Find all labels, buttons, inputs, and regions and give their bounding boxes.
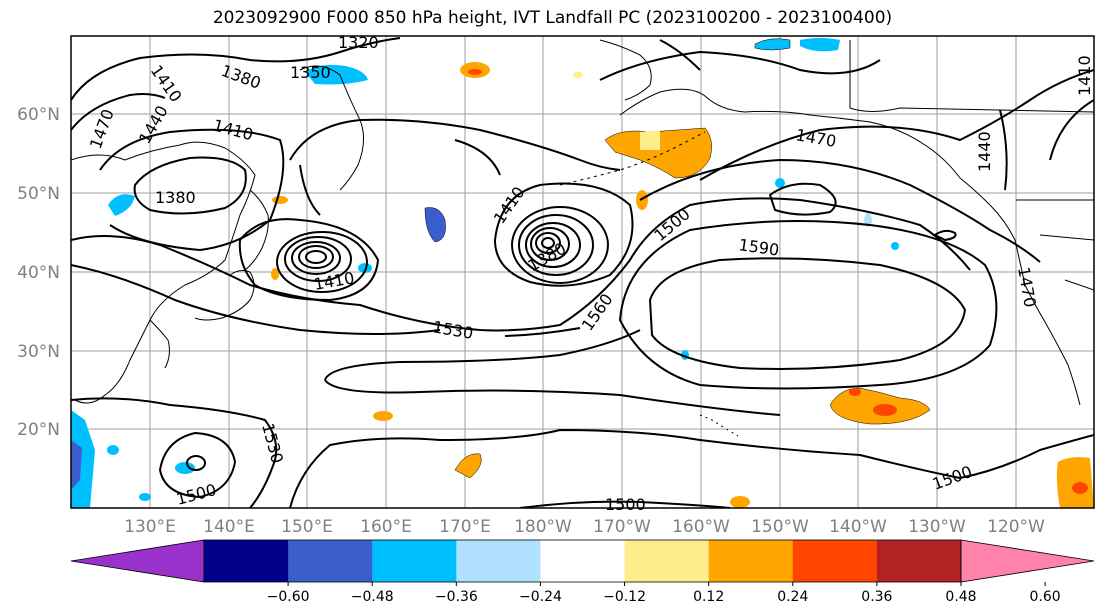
coastlines	[71, 39, 1094, 437]
colorbar-segment	[288, 540, 373, 582]
lon-label: 130°W	[908, 517, 966, 537]
lon-label: 150°E	[281, 517, 333, 537]
lon-label: 160°W	[672, 517, 730, 537]
colorbar-tick-label: −0.48	[351, 589, 394, 601]
lon-label: 160°E	[360, 517, 412, 537]
colorbar-tick-label: −0.12	[603, 589, 646, 601]
colorbar-tick-label: 0.60	[1030, 589, 1061, 601]
colorbar-tick-label: 0.36	[861, 589, 892, 601]
colorbar-outline	[203, 539, 962, 583]
lon-label: 150°W	[751, 517, 809, 537]
longitude-labels: 130°E 140°E 150°E 160°E 170°E 180°W 170°…	[124, 517, 1045, 537]
lon-label: 130°E	[124, 517, 176, 537]
colorbar-segment	[456, 540, 541, 582]
contour-label: 1320	[338, 33, 379, 52]
lon-label: 140°E	[203, 517, 255, 537]
lat-label: 60°N	[17, 105, 60, 125]
map-frame	[70, 35, 1095, 509]
contour-label: 1500	[605, 495, 646, 514]
colorbar-tick-label: 0.48	[945, 589, 976, 601]
colorbar-ticks: −0.60 −0.48 −0.36 −0.24 −0.12 0.12 0.24 0.36 0.4…	[267, 582, 1061, 601]
contour-label: 1380	[155, 188, 196, 207]
colorbar-segment	[204, 540, 289, 582]
graticule	[71, 36, 1094, 508]
latitude-labels: 60°N 50°N 40°N 30°N 20°N	[17, 105, 60, 440]
colorbar-segment	[372, 540, 457, 582]
colorbar-tick-label: −0.36	[435, 589, 478, 601]
lat-label: 40°N	[17, 263, 60, 283]
lon-label: 170°E	[439, 517, 491, 537]
colorbar-segment	[624, 540, 710, 582]
lon-label: 120°W	[987, 517, 1045, 537]
colorbar-segment	[540, 540, 626, 582]
colorbar-segment	[708, 540, 794, 582]
contour-label: 1410	[1075, 55, 1094, 96]
colorbar-tick-label: 0.24	[777, 589, 808, 601]
colorbar-tick-label: 0.12	[693, 589, 724, 601]
lat-label: 30°N	[17, 342, 60, 362]
lon-label: 170°W	[593, 517, 651, 537]
lat-label: 20°N	[17, 420, 60, 440]
contour-label: 1440	[975, 131, 994, 172]
colorbar-extend-high	[960, 539, 1095, 583]
ivt-shading	[71, 38, 1094, 508]
colorbar-tick-label: −0.24	[519, 589, 562, 601]
lon-label: 140°W	[829, 517, 887, 537]
colorbar-extend-low	[70, 539, 205, 583]
lon-label: 180°W	[514, 517, 572, 537]
map-title: 2023092900 F000 850 hPa height, IVT Land…	[212, 8, 893, 28]
lat-label: 50°N	[17, 184, 60, 204]
colorbar-segment	[876, 540, 962, 582]
colorbar-segment	[792, 540, 878, 582]
colorbar-tick-label: −0.60	[267, 589, 310, 601]
height-contours	[71, 37, 1094, 508]
contour-label: 1350	[290, 63, 331, 82]
colorbar	[70, 539, 1095, 583]
